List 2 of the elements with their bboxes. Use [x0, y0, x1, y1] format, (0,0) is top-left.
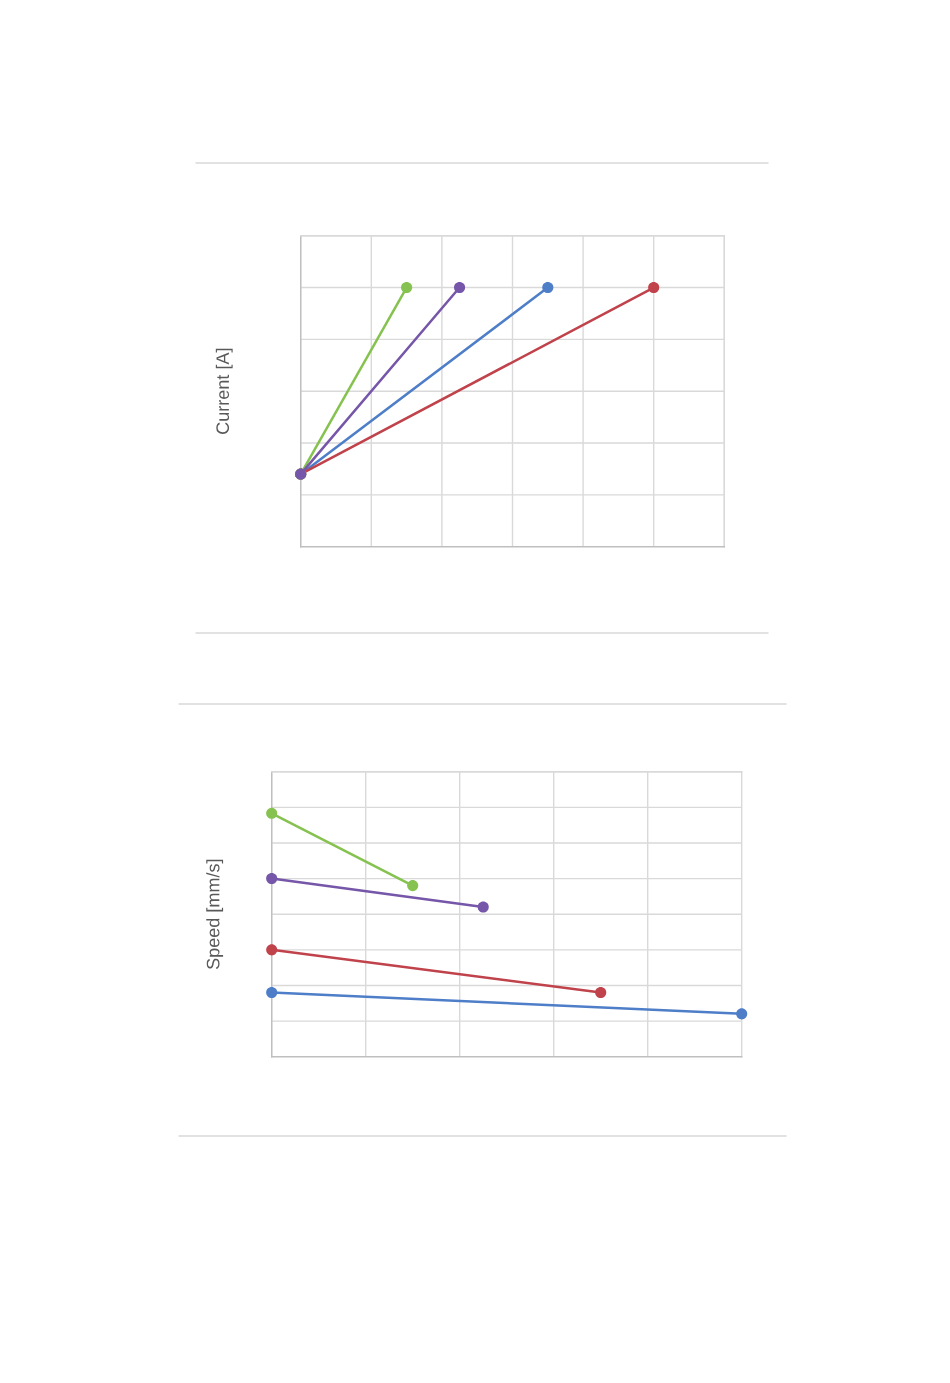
y-axis-title: Speed [mm/s] — [206, 859, 224, 970]
y-axis-title: Current [A] — [215, 348, 233, 434]
